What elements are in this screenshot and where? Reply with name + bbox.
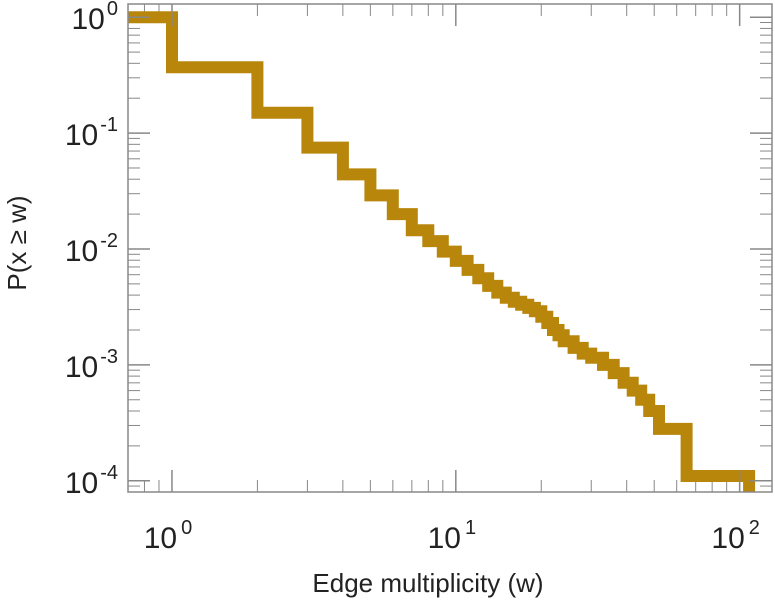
y-tick-exponent: -2 — [100, 230, 118, 252]
x-tick-label: 10 1 — [428, 517, 477, 555]
y-tick-base: 10 — [65, 351, 98, 384]
y-tick-base: 10 — [65, 235, 98, 268]
x-tick-exponent: 0 — [181, 517, 192, 539]
y-tick-exponent: 0 — [107, 0, 118, 20]
x-tick-exponent: 1 — [465, 517, 476, 539]
x-axis-label: Edge multiplicity (w) — [312, 568, 543, 598]
y-tick-exponent: -4 — [100, 462, 118, 484]
y-tick-label: 10 -4 — [65, 462, 118, 500]
x-tick-base: 10 — [428, 522, 461, 555]
y-tick-label: 10 -2 — [65, 230, 118, 268]
y-tick-base: 10 — [72, 3, 105, 36]
x-tick-base: 10 — [711, 522, 744, 555]
x-tick-base: 10 — [144, 522, 177, 555]
y-tick-label: 10 0 — [72, 0, 119, 36]
x-tick-label: 10 2 — [711, 517, 760, 555]
y-axis-label: P(x ≥ w) — [2, 195, 32, 290]
tick-labels: 10 0 10 1 10 210 010 -110 -210 -310 -4 — [65, 0, 760, 555]
series-layer — [128, 11, 756, 492]
y-tick-base: 10 — [65, 119, 98, 152]
y-tick-label: 10 -1 — [65, 114, 118, 152]
y-tick-label: 10 -3 — [65, 346, 118, 384]
plot-frame — [127, 3, 773, 493]
x-tick-exponent: 2 — [749, 517, 760, 539]
major-ticks — [128, 4, 772, 492]
y-tick-exponent: -3 — [100, 346, 118, 368]
series-line — [128, 11, 756, 492]
y-tick-exponent: -1 — [100, 114, 118, 136]
x-tick-label: 10 0 — [144, 517, 193, 555]
y-tick-base: 10 — [65, 467, 98, 500]
